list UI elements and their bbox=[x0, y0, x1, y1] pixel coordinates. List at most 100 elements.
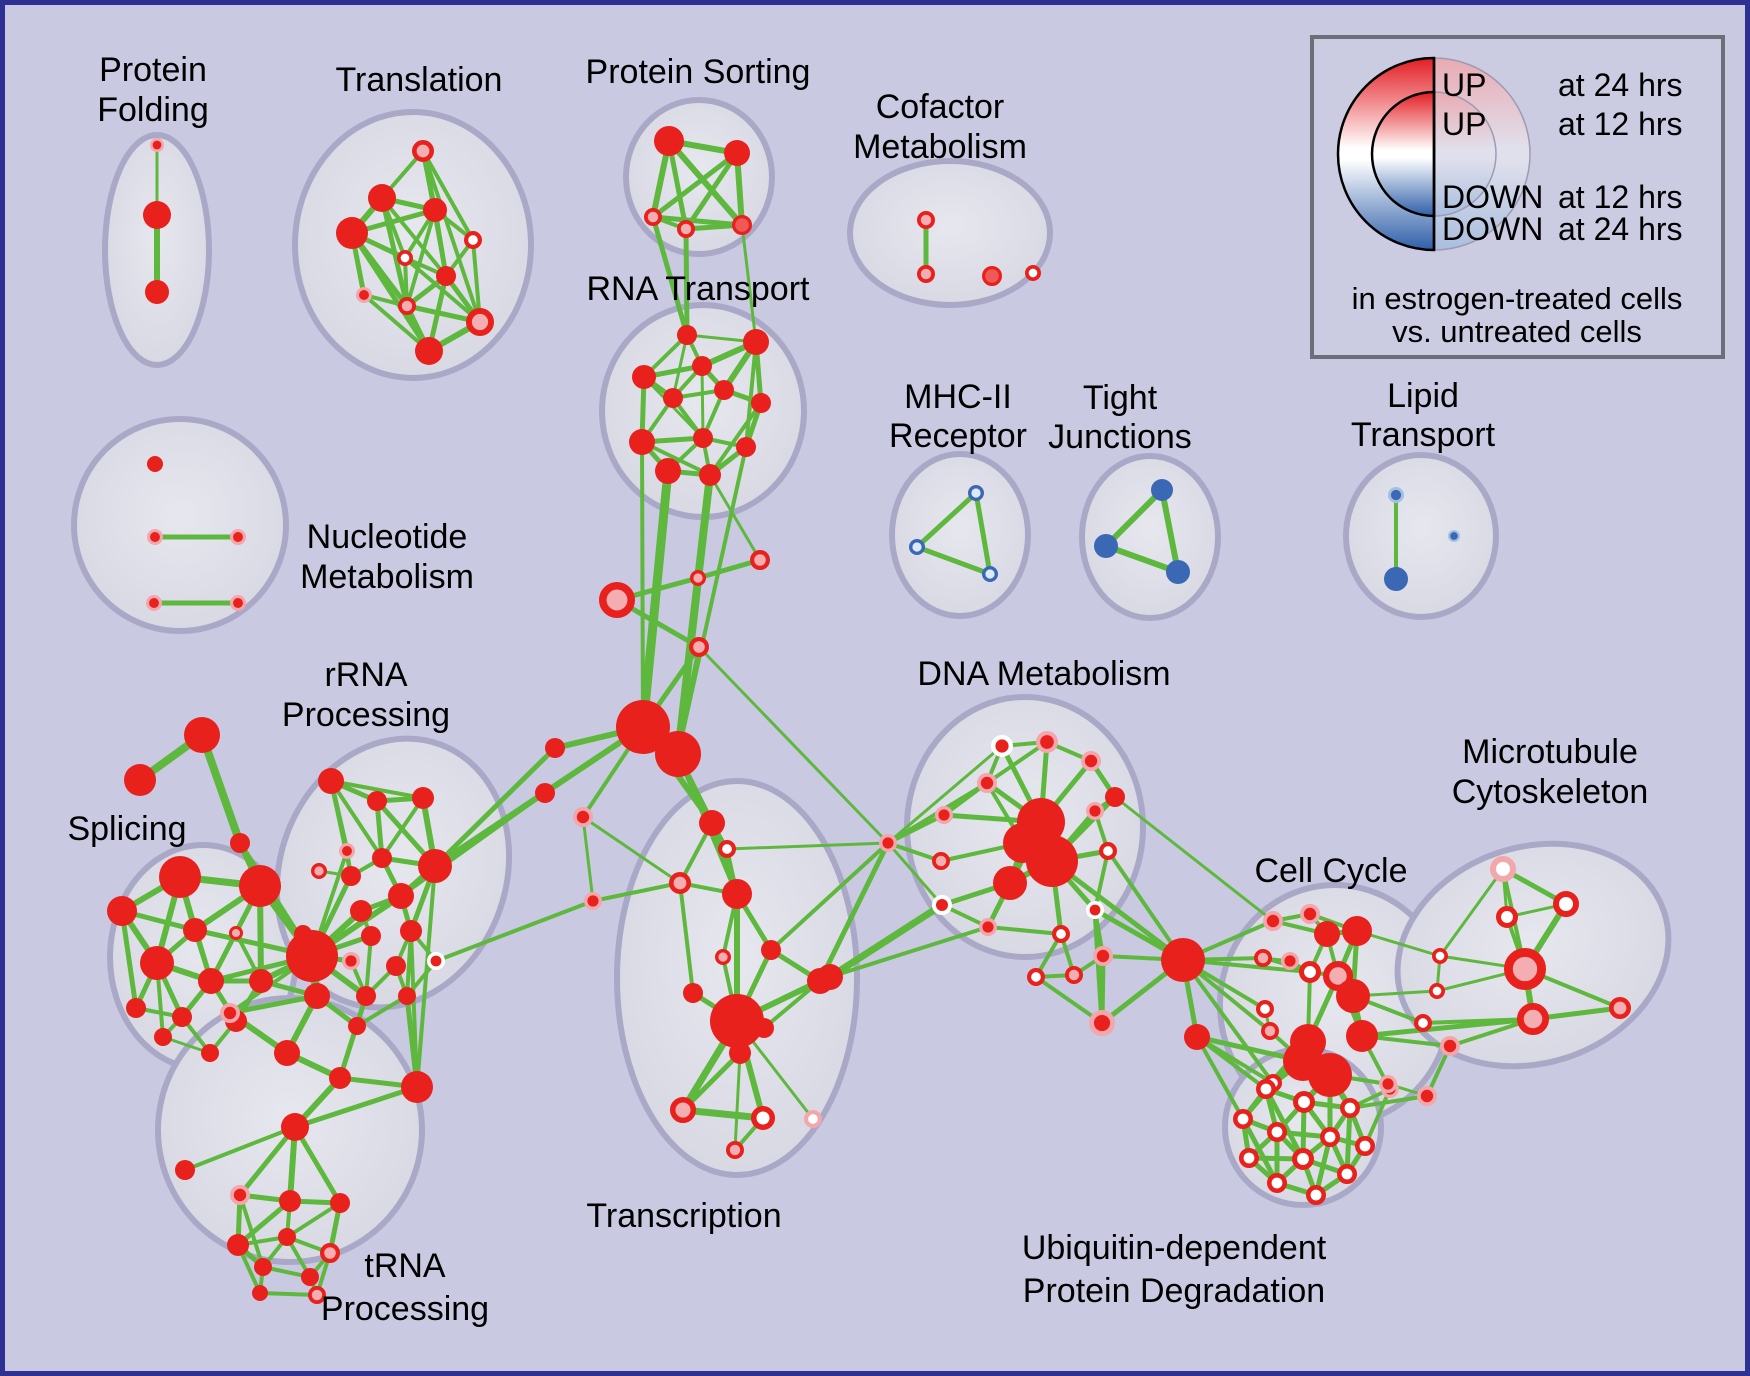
node-lp1[interactable] bbox=[1387, 487, 1404, 504]
node-cc15[interactable] bbox=[1308, 1053, 1352, 1097]
node-tx15[interactable] bbox=[726, 1141, 745, 1160]
node-ub8[interactable] bbox=[1239, 1148, 1260, 1169]
node-cf4[interactable] bbox=[1025, 264, 1042, 281]
node-tn15[interactable] bbox=[252, 1285, 268, 1301]
node-mt10[interactable] bbox=[1440, 1036, 1461, 1057]
node-mt6[interactable] bbox=[1504, 947, 1547, 990]
node-dn14[interactable] bbox=[1085, 802, 1104, 821]
node-mt3[interactable] bbox=[1496, 906, 1519, 929]
node-rr11[interactable] bbox=[361, 926, 381, 946]
node-cc7[interactable] bbox=[1280, 952, 1299, 971]
node-rt4[interactable] bbox=[692, 356, 712, 376]
node-cc1[interactable] bbox=[1184, 1024, 1210, 1050]
node-ps2[interactable] bbox=[724, 140, 750, 166]
node-tx14[interactable] bbox=[804, 1109, 823, 1128]
node-ps3[interactable] bbox=[644, 207, 663, 226]
node-ps1[interactable] bbox=[654, 126, 684, 156]
node-dn3[interactable] bbox=[1081, 751, 1102, 772]
node-dn15[interactable] bbox=[1098, 842, 1117, 861]
node-ub12[interactable] bbox=[1306, 1185, 1327, 1206]
node-sp2[interactable] bbox=[239, 865, 281, 907]
node-rr12[interactable] bbox=[400, 920, 422, 942]
node-ub10[interactable] bbox=[1337, 1164, 1358, 1185]
node-pf3[interactable] bbox=[145, 280, 169, 304]
node-tj3[interactable] bbox=[1166, 560, 1190, 584]
node-rr3[interactable] bbox=[412, 787, 434, 809]
node-dn9[interactable] bbox=[1026, 835, 1078, 887]
node-ps4[interactable] bbox=[677, 219, 696, 238]
node-cc2[interactable] bbox=[1263, 911, 1284, 932]
node-dn19[interactable] bbox=[1065, 966, 1084, 985]
node-cc4[interactable] bbox=[1314, 921, 1340, 947]
node-mh1[interactable] bbox=[967, 484, 984, 501]
node-rr21[interactable] bbox=[348, 1017, 366, 1035]
node-tj2[interactable] bbox=[1094, 534, 1118, 558]
node-sp9[interactable] bbox=[126, 998, 146, 1018]
node-tr10[interactable] bbox=[466, 308, 495, 337]
node-sp4[interactable] bbox=[183, 918, 207, 942]
node-dn21[interactable] bbox=[1088, 1009, 1115, 1036]
node-cn4[interactable] bbox=[688, 636, 709, 657]
node-sp3[interactable] bbox=[107, 896, 137, 926]
node-cn1[interactable] bbox=[689, 569, 706, 586]
node-tg1[interactable] bbox=[184, 717, 220, 753]
node-rt1[interactable] bbox=[677, 325, 697, 345]
node-tj1[interactable] bbox=[1151, 479, 1173, 501]
node-tx10[interactable] bbox=[754, 1018, 774, 1038]
node-ub2[interactable] bbox=[1293, 1091, 1316, 1114]
node-rt10[interactable] bbox=[736, 437, 756, 457]
node-hub2[interactable] bbox=[655, 731, 701, 777]
node-rr9[interactable] bbox=[388, 883, 414, 909]
node-rr6[interactable] bbox=[341, 866, 361, 886]
node-cc6[interactable] bbox=[1254, 949, 1273, 968]
node-cc0[interactable] bbox=[1161, 938, 1205, 982]
node-dn18[interactable] bbox=[1026, 968, 1045, 987]
node-dn0[interactable] bbox=[879, 834, 898, 853]
node-rt11[interactable] bbox=[655, 458, 681, 484]
node-cc17[interactable] bbox=[1346, 1020, 1378, 1052]
node-mt11[interactable] bbox=[1378, 1074, 1397, 1093]
node-ub7[interactable] bbox=[1355, 1136, 1376, 1157]
node-cn8[interactable] bbox=[584, 892, 603, 911]
node-tn1[interactable] bbox=[219, 1003, 240, 1024]
node-tr11[interactable] bbox=[415, 337, 443, 365]
node-ub6[interactable] bbox=[1320, 1127, 1341, 1148]
node-tg3[interactable] bbox=[230, 833, 250, 853]
node-rr17[interactable] bbox=[426, 951, 445, 970]
node-tn13[interactable] bbox=[278, 1228, 296, 1246]
node-tx13[interactable] bbox=[751, 1106, 776, 1131]
node-cc8[interactable] bbox=[1299, 961, 1322, 984]
node-rr8[interactable] bbox=[418, 849, 452, 883]
node-dn2[interactable] bbox=[1035, 731, 1058, 754]
node-tx3[interactable] bbox=[668, 871, 691, 894]
node-tr3[interactable] bbox=[423, 198, 447, 222]
node-dn13[interactable] bbox=[979, 918, 998, 937]
node-cn2[interactable] bbox=[749, 549, 770, 570]
node-mt4[interactable] bbox=[1431, 948, 1448, 965]
node-tn4[interactable] bbox=[401, 1071, 433, 1103]
node-cc10[interactable] bbox=[1336, 979, 1370, 1013]
node-rr15[interactable] bbox=[341, 952, 360, 971]
node-dn4[interactable] bbox=[977, 773, 998, 794]
node-lp3[interactable] bbox=[1447, 530, 1460, 543]
node-sp5[interactable] bbox=[229, 925, 244, 940]
node-rr19[interactable] bbox=[356, 986, 376, 1006]
node-lp2[interactable] bbox=[1384, 567, 1408, 591]
node-tx9[interactable] bbox=[710, 994, 764, 1048]
node-tg2[interactable] bbox=[124, 764, 156, 796]
node-rr10[interactable] bbox=[350, 900, 372, 922]
node-mh2[interactable] bbox=[908, 538, 925, 555]
node-cn7[interactable] bbox=[573, 807, 594, 828]
node-cf2[interactable] bbox=[917, 265, 936, 284]
node-tr4[interactable] bbox=[336, 217, 368, 249]
node-mt2[interactable] bbox=[1552, 890, 1579, 917]
node-rr7[interactable] bbox=[372, 848, 392, 868]
node-nm4[interactable] bbox=[146, 595, 163, 612]
node-tx5[interactable] bbox=[714, 948, 731, 965]
node-sp13[interactable] bbox=[201, 1044, 219, 1062]
node-rr16[interactable] bbox=[386, 956, 406, 976]
node-mt7[interactable] bbox=[1413, 1014, 1432, 1033]
node-tn6[interactable] bbox=[175, 1160, 195, 1180]
node-cc16[interactable] bbox=[1290, 1024, 1326, 1060]
node-rt5[interactable] bbox=[663, 388, 683, 408]
